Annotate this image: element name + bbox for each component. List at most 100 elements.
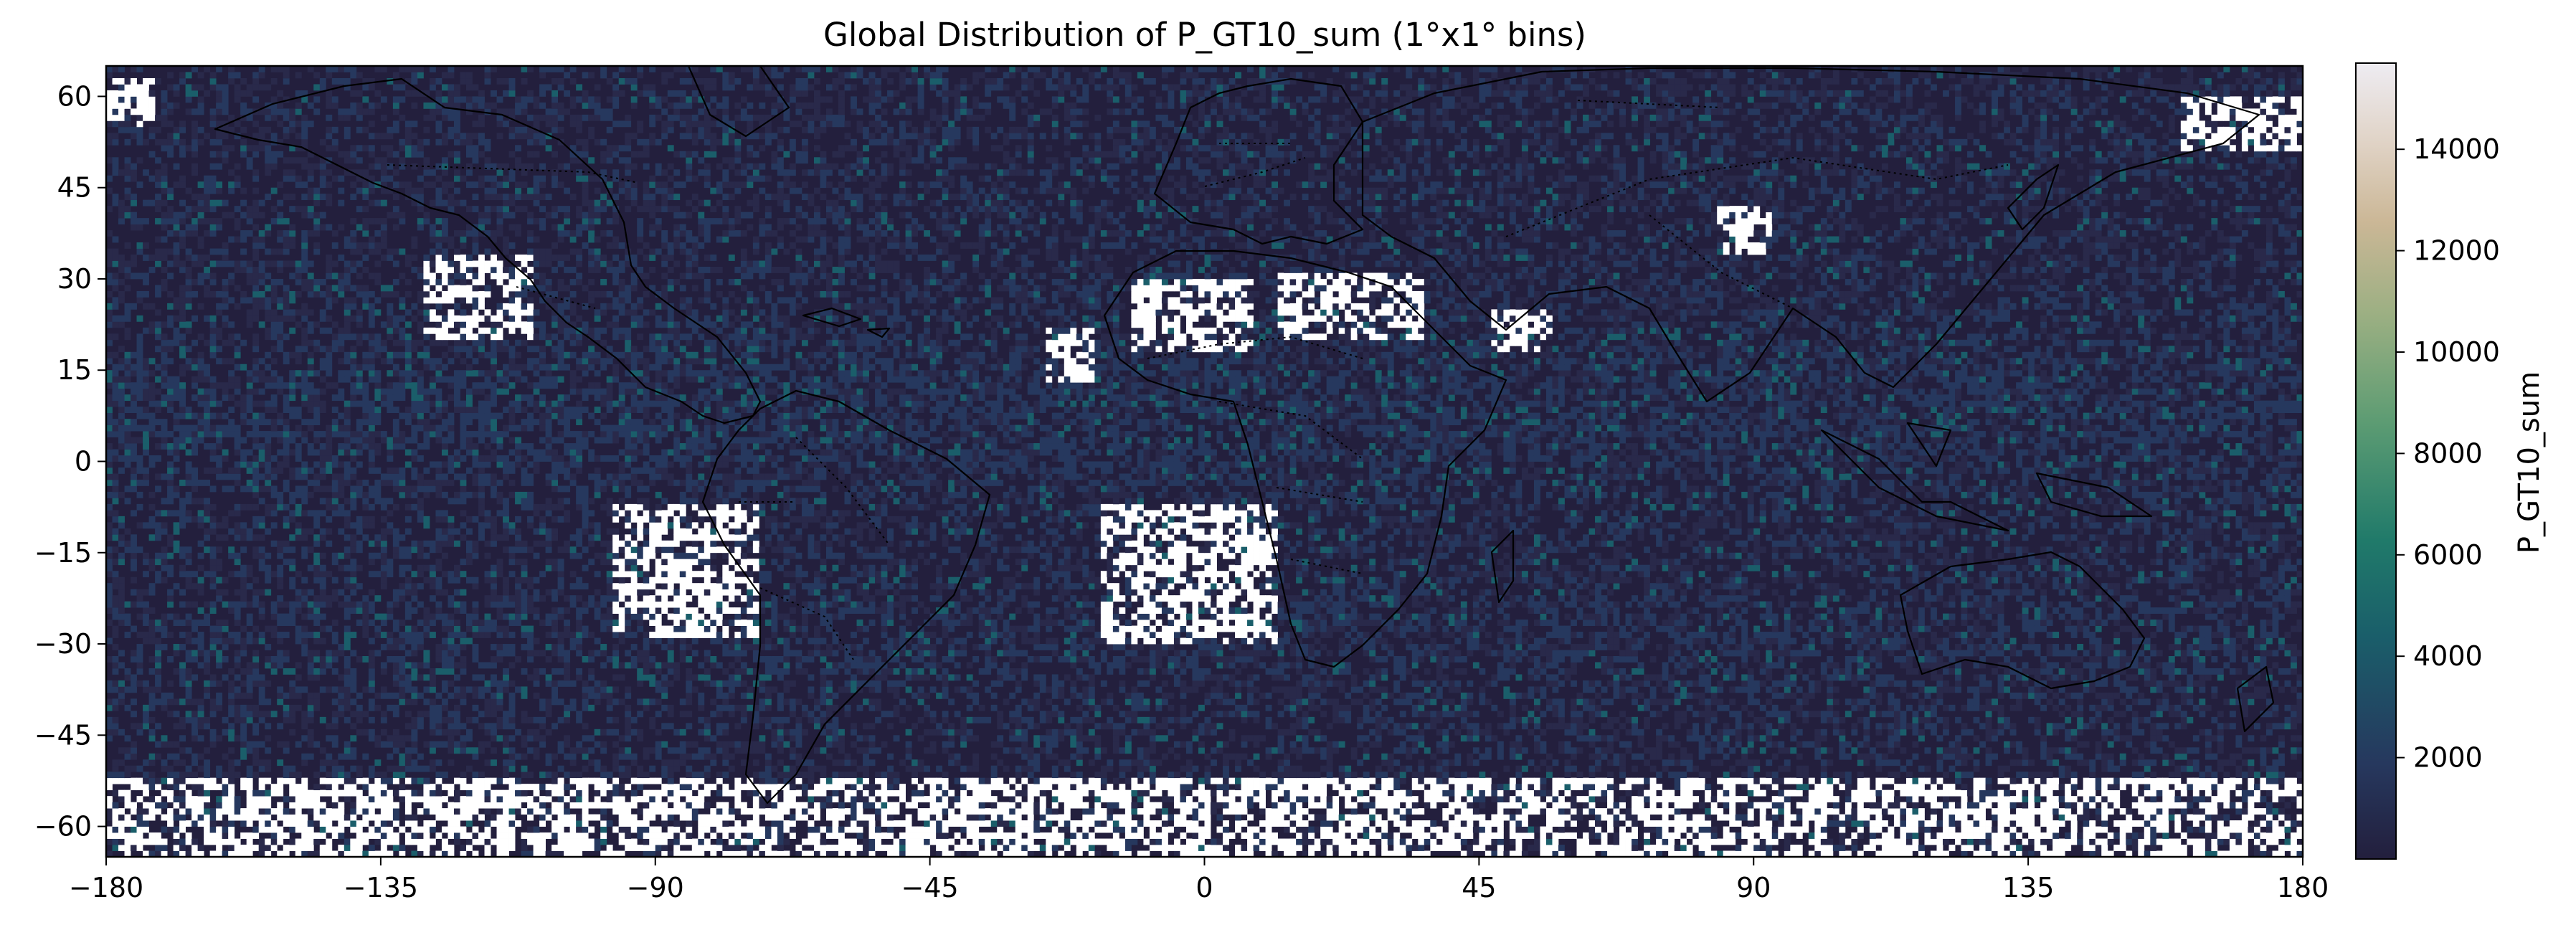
no-data-cell <box>2040 832 2047 839</box>
no-data-cell <box>673 826 681 833</box>
heatmap-cell <box>1277 728 1284 736</box>
heatmap-cell <box>1558 747 1565 754</box>
heatmap-cell <box>1955 820 1961 827</box>
heatmap-cell <box>825 826 833 833</box>
heatmap-cell <box>533 735 540 742</box>
no-data-cell <box>1741 826 1748 833</box>
heatmap-cell <box>1869 753 1876 760</box>
no-data-cell <box>1509 820 1516 827</box>
heatmap-cell <box>2058 747 2065 754</box>
no-data-cell <box>411 820 418 827</box>
no-data-cell <box>1680 814 1687 821</box>
no-data-cell <box>368 784 375 791</box>
heatmap-cell <box>2174 753 2182 760</box>
no-data-cell <box>2070 838 2078 845</box>
no-data-cell <box>1985 802 1992 809</box>
heatmap-cell <box>1820 728 1827 736</box>
heatmap-cell <box>1869 802 1876 809</box>
no-data-cell <box>1717 814 1724 821</box>
no-data-cell <box>404 796 412 803</box>
no-data-cell <box>1119 802 1126 809</box>
heatmap-cell <box>185 772 192 779</box>
heatmap-cell <box>1705 826 1712 833</box>
heatmap-cell <box>747 747 754 754</box>
heatmap-cell <box>1625 808 1632 815</box>
no-data-cell <box>856 826 863 833</box>
no-data-cell <box>1185 796 1193 803</box>
no-data-cell <box>2083 796 2090 803</box>
heatmap-cell <box>1137 772 1144 779</box>
heatmap-cell <box>1735 759 1742 766</box>
heatmap-cell <box>2296 747 2303 754</box>
no-data-cell <box>588 838 595 845</box>
no-data-cell <box>1369 850 1376 857</box>
heatmap-cell <box>173 796 180 803</box>
heatmap-cell <box>319 765 326 772</box>
heatmap-cell <box>2150 772 2157 779</box>
no-data-cell <box>1131 784 1138 791</box>
no-data-cell <box>1484 838 1492 845</box>
heatmap-cell <box>564 802 571 809</box>
heatmap-cell <box>1058 759 1065 766</box>
heatmap-cell <box>1211 723 1217 730</box>
heatmap-cell <box>1467 802 1474 809</box>
no-data-cell <box>1180 845 1187 851</box>
heatmap-cell <box>2113 765 2121 772</box>
heatmap-cell <box>216 735 223 742</box>
heatmap-cell <box>1064 838 1071 845</box>
heatmap-cell <box>204 747 211 754</box>
heatmap-cell <box>1216 802 1223 809</box>
heatmap-cell <box>392 765 399 772</box>
no-data-cell <box>929 784 937 791</box>
no-data-cell <box>1424 796 1431 803</box>
heatmap-cell <box>1155 808 1162 815</box>
no-data-cell <box>2162 796 2169 803</box>
no-data-cell <box>752 832 759 839</box>
no-data-cell <box>752 850 759 857</box>
heatmap-cell <box>1710 747 1718 754</box>
no-data-cell <box>539 820 546 827</box>
heatmap-cell <box>1637 789 1644 797</box>
heatmap-cell <box>1058 728 1065 736</box>
heatmap-cell <box>1223 772 1229 779</box>
heatmap-cell <box>868 741 876 748</box>
heatmap-cell <box>2168 808 2175 815</box>
no-data-cell <box>1393 845 1401 851</box>
heatmap-cell <box>2004 765 2010 772</box>
no-data-cell <box>319 802 326 809</box>
heatmap-cell <box>551 772 559 779</box>
no-data-cell <box>1411 796 1419 803</box>
heatmap-cell <box>612 784 620 791</box>
heatmap-cell <box>1595 759 1601 766</box>
heatmap-cell <box>1857 820 1864 827</box>
no-data-cell <box>1784 802 1791 809</box>
no-data-cell <box>972 838 980 845</box>
heatmap-cell <box>1692 735 1700 742</box>
heatmap-cell <box>173 850 180 857</box>
heatmap-cell <box>759 735 766 742</box>
heatmap-cell <box>936 784 943 791</box>
heatmap-cell <box>435 759 442 766</box>
heatmap-cell <box>954 796 961 803</box>
heatmap-cell <box>1149 765 1156 772</box>
no-data-cell <box>1149 808 1156 815</box>
no-data-cell <box>954 845 961 851</box>
heatmap-cell <box>1961 772 1968 779</box>
no-data-cell <box>576 784 583 791</box>
no-data-cell <box>1619 832 1626 839</box>
no-data-cell <box>673 784 681 791</box>
heatmap-cell <box>1314 814 1321 821</box>
no-data-cell <box>2016 820 2023 827</box>
heatmap-cell <box>1875 741 1883 748</box>
heatmap-cell <box>417 832 424 839</box>
no-data-cell <box>978 789 985 797</box>
no-data-cell <box>1766 832 1773 839</box>
heatmap-cell <box>465 747 473 754</box>
no-data-cell <box>2156 777 2163 784</box>
no-data-cell <box>1863 814 1870 821</box>
no-data-cell <box>423 850 430 857</box>
heatmap-cell <box>1015 765 1022 772</box>
no-data-cell <box>2138 838 2145 845</box>
heatmap-cell <box>1698 772 1705 779</box>
no-data-cell <box>1241 784 1248 791</box>
